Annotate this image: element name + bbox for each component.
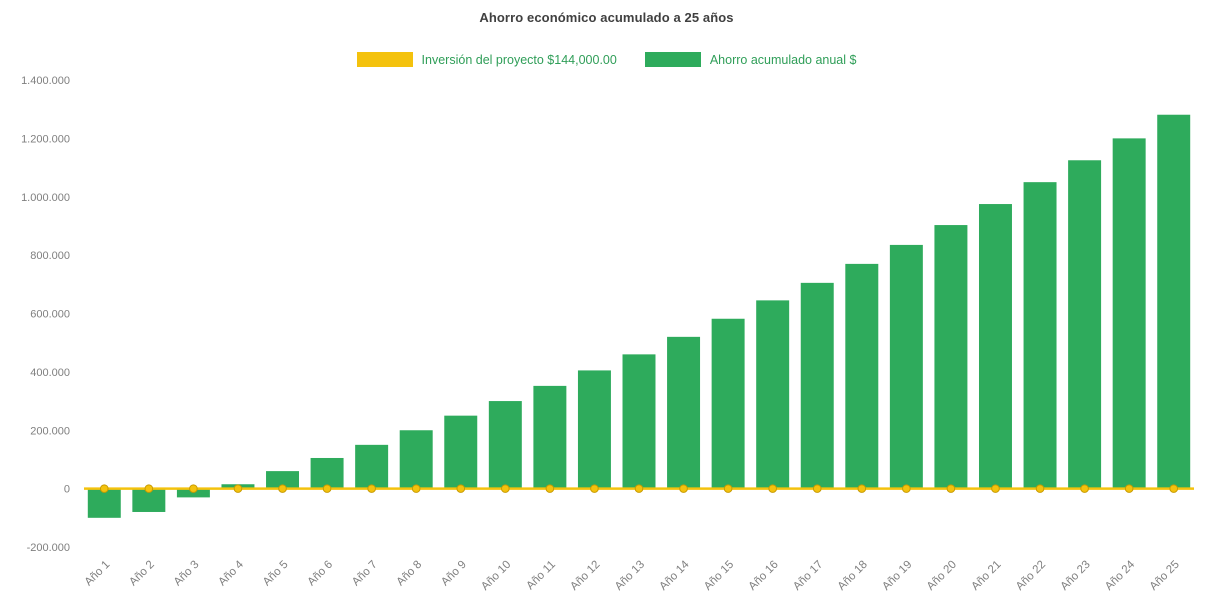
investment-line-marker [946,484,956,493]
bar-año-3 [176,488,210,498]
investment-line-marker [1080,484,1089,493]
chart-title: Ahorro económico acumulado a 25 años [479,10,734,25]
bar-año-10 [488,401,522,489]
chart-legend: Inversión del proyecto $144,000.00 Ahorr… [0,52,1213,67]
investment-line-marker [1124,484,1134,493]
investment-line-marker [278,484,287,493]
bar-año-12 [577,370,611,489]
investment-line-marker [1169,484,1179,493]
legend-label-ahorro: Ahorro acumulado anual $ [709,52,857,67]
investment-line-marker [99,484,109,493]
bar-año-20 [934,225,968,489]
bar-año-11 [533,385,567,489]
x-axis-tick-label: Año 8 [395,559,425,589]
bar-año-16 [756,300,790,489]
investment-line-marker [902,484,911,493]
investment-line-marker [189,484,198,493]
investment-line-marker [322,484,332,493]
investment-line-marker [857,484,867,493]
y-axis-tick-label: 600.000 [30,309,70,321]
investment-line-marker [812,484,822,493]
investment-line-marker [1035,484,1045,493]
investment-line-marker [233,484,243,493]
x-axis-tick-label: Año 16 [747,559,781,593]
bar-año-6 [310,457,344,489]
investment-line-marker [367,484,376,493]
x-axis-tick-label: Año 23 [1058,559,1092,593]
y-axis-tick-label: -200.000 [27,542,70,554]
investment-line-marker [456,484,466,493]
bar-año-21 [978,204,1012,489]
bar-año-25 [1157,114,1191,489]
investment-line-marker [411,484,421,493]
x-axis-tick-label: Año 13 [613,559,647,593]
investment-line-marker [679,484,688,493]
bar-año-24 [1112,138,1146,489]
x-axis-tick-label: Año 24 [1103,558,1138,593]
bar-año-7 [355,444,389,489]
bar-año-2 [132,488,166,512]
x-axis-tick-label: Año 17 [791,559,825,593]
x-axis-tick-label: Año 15 [702,559,736,593]
bar-año-14 [667,336,701,489]
investment-line-marker [545,484,555,493]
legend-item-ahorro: Ahorro acumulado anual $ [644,52,857,67]
bar-año-17 [800,282,834,489]
x-axis-tick-label: Año 25 [1148,559,1182,593]
x-axis-tick-label: Año 3 [172,559,202,589]
bar-año-18 [845,263,879,489]
y-axis-tick-label: 1.000.000 [21,192,70,204]
y-axis-tick-label: 1.200.000 [21,133,70,145]
bar-año-5 [266,471,300,489]
bar-año-15 [711,318,745,489]
investment-line-marker [723,484,733,493]
investment-line-marker [501,484,510,493]
y-axis-tick-label: 200.000 [30,425,70,437]
investment-line-marker [590,484,599,493]
x-axis-tick-label: Año 18 [836,559,870,593]
x-axis-tick-label: Año 6 [305,559,335,589]
x-axis-tick-label: Año 21 [969,559,1003,593]
x-axis-tick-label: Año 1 [83,559,113,589]
legend-swatch-ahorro [644,52,701,67]
x-axis-tick-label: Año 12 [568,559,602,593]
x-axis-tick-label: Año 10 [479,559,513,593]
x-axis-tick-label: Año 9 [439,559,469,589]
y-axis-tick-label: 400.000 [30,367,70,379]
bar-año-22 [1023,182,1057,489]
investment-line-marker [991,484,1000,493]
x-axis-tick-label: Año 7 [350,559,380,589]
legend-label-inversion: Inversión del proyecto $144,000.00 [421,52,617,67]
bar-año-9 [444,415,478,489]
x-axis-tick-label: Año 22 [1014,559,1048,593]
bar-año-8 [399,430,433,489]
bar-año-13 [622,354,656,489]
bar-año-19 [889,244,923,489]
y-axis-tick-label: 0 [64,484,70,496]
x-axis-tick-label: Año 5 [261,559,291,589]
legend-item-inversion: Inversión del proyecto $144,000.00 [356,52,617,67]
x-axis-tick-label: Año 2 [127,559,157,589]
investment-line-marker [144,484,154,493]
x-axis-tick-label: Año 20 [925,559,959,593]
bar-año-23 [1068,160,1102,489]
y-axis-tick-label: 800.000 [30,250,70,262]
y-axis-tick-label: 1.400.000 [21,75,70,87]
investment-line-marker [768,484,777,493]
x-axis-tick-label: Año 19 [880,559,914,593]
legend-swatch-inversion [356,52,413,67]
x-axis-tick-label: Año 4 [216,558,246,588]
x-axis-tick-label: Año 14 [657,558,692,593]
investment-line-marker [634,484,644,493]
x-axis-tick-label: Año 11 [524,559,558,593]
bar-año-1 [87,488,121,518]
